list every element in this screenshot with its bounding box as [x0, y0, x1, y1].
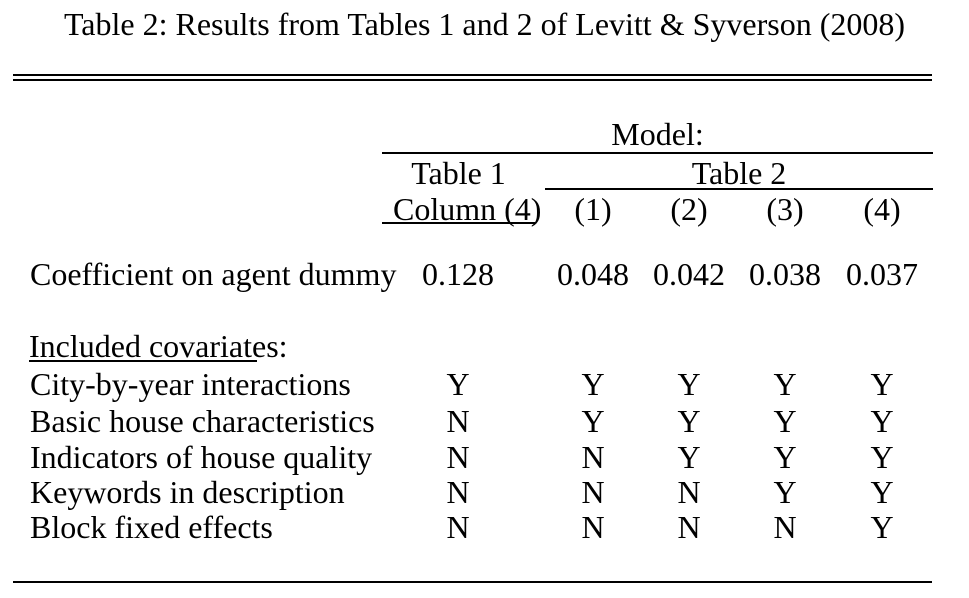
column-header-3: (3) — [766, 191, 804, 227]
covariate-flag: Y — [773, 403, 797, 439]
covariate-flag: N — [677, 474, 701, 510]
coefficient-value: 0.048 — [557, 256, 629, 292]
column-header-4: (4) — [863, 191, 901, 227]
table-caption: Table 2: Results from Tables 1 and 2 of … — [63, 6, 905, 42]
covariate-flag: N — [581, 474, 605, 510]
covariate-flag: Y — [870, 474, 894, 510]
coefficient-value: 0.038 — [749, 256, 821, 292]
coefficient-value: 0.042 — [653, 256, 725, 292]
covariate-flag: Y — [870, 366, 894, 402]
row-label-covariate: Block fixed effects — [30, 509, 273, 545]
column-header-2: (2) — [670, 191, 708, 227]
row-label-covariate: City-by-year interactions — [30, 366, 351, 402]
bottom-rule — [13, 581, 932, 583]
covariate-flag: Y — [677, 403, 701, 439]
covariate-flag: N — [446, 439, 470, 475]
covariate-flag: Y — [870, 509, 894, 545]
row-label-covariate: Indicators of house quality — [30, 439, 373, 475]
coefficient-value: 0.037 — [846, 256, 918, 292]
row-label-coefficient: Coefficient on agent dummy — [30, 256, 397, 292]
section-label-underline — [29, 360, 257, 362]
covariate-flag: Y — [677, 439, 701, 475]
covariate-flag: Y — [773, 439, 797, 475]
column4-underline — [382, 222, 535, 224]
section-label-included-covariates: Included covariates: — [29, 328, 288, 364]
group-header-table2: Table 2 — [691, 155, 787, 191]
column-header-table1-col4: Column (4) — [393, 191, 542, 227]
model-group-rule — [382, 152, 933, 154]
covariate-flag: N — [446, 509, 470, 545]
covariate-flag: N — [773, 509, 797, 545]
covariate-flag: Y — [870, 439, 894, 475]
covariate-flag: N — [581, 439, 605, 475]
table2-group-rule — [545, 188, 933, 190]
covariate-flag: Y — [677, 366, 701, 402]
row-label-covariate: Basic house characteristics — [30, 403, 375, 439]
covariate-flag: Y — [773, 474, 797, 510]
covariate-flag: Y — [870, 403, 894, 439]
covariate-flag: Y — [773, 366, 797, 402]
coefficient-value: 0.128 — [422, 256, 494, 292]
column-header-1: (1) — [574, 191, 612, 227]
top-double-rule — [13, 74, 932, 81]
group-header-table1: Table 1 — [411, 155, 506, 191]
covariate-flag: N — [677, 509, 701, 545]
row-label-covariate: Keywords in description — [30, 474, 345, 510]
covariate-flag: N — [446, 403, 470, 439]
covariate-flag: Y — [581, 366, 605, 402]
covariate-flag: Y — [446, 366, 470, 402]
covariate-flag: N — [446, 474, 470, 510]
model-group-header: Model: — [611, 116, 704, 152]
covariate-flag: N — [581, 509, 605, 545]
covariate-flag: Y — [581, 403, 605, 439]
